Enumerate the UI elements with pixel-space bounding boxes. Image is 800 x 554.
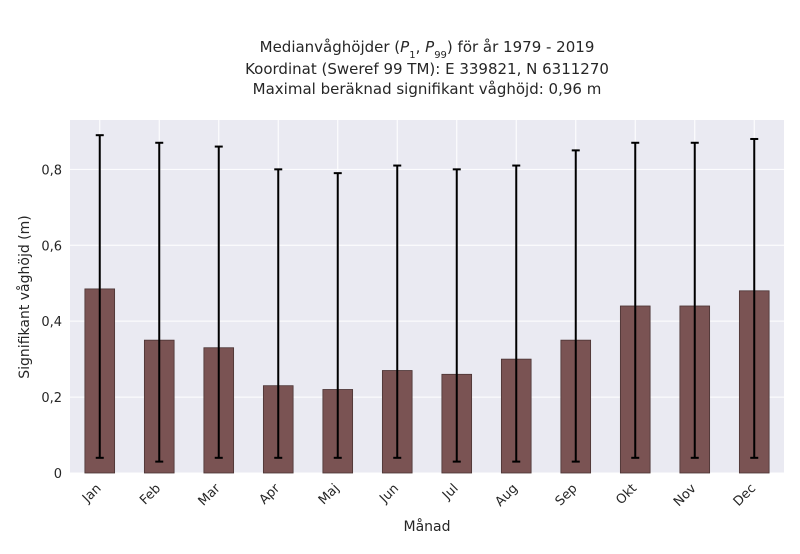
error-bar-nov: [690, 141, 699, 459]
error-bar-feb: [155, 141, 164, 463]
x-tick-label-mar: Mar: [196, 481, 224, 509]
x-tick-label-jan: Jan: [79, 481, 104, 506]
y-tick-label: 0,8: [41, 163, 62, 178]
error-bars: [95, 134, 759, 463]
plot-area: [70, 120, 784, 473]
x-tick-label-aug: Aug: [493, 481, 522, 510]
error-bar-aug: [512, 164, 521, 463]
error-bar-maj: [333, 172, 342, 459]
x-tick-label-jun: Jun: [376, 481, 402, 507]
x-tick-label-dec: Dec: [731, 481, 759, 509]
x-tick-label-sep: Sep: [553, 481, 581, 509]
error-bar-mar: [214, 145, 223, 459]
chart-title-line-1: Medianvåghöjder (P1, P99) för år 1979 - …: [260, 38, 595, 61]
y-tick-label: 0,6: [41, 239, 62, 254]
error-bar-jan: [95, 134, 104, 459]
error-bar-jun: [393, 164, 402, 459]
x-tick-label-feb: Feb: [137, 481, 164, 508]
chart-title-line-2: Koordinat (Sweref 99 TM): E 339821, N 63…: [245, 60, 609, 78]
error-bar-dec: [750, 137, 759, 459]
x-tick-label-apr: Apr: [257, 481, 284, 508]
y-tick-label: 0: [54, 467, 62, 482]
y-tick-label: 0,4: [41, 315, 62, 330]
error-bar-sep: [571, 149, 580, 463]
y-tick-label: 0,2: [41, 391, 62, 406]
x-axis-label: Månad: [404, 518, 451, 535]
y-axis-ticks: 0 0,2 0,4 0,6 0,8: [41, 163, 62, 482]
error-bar-jul: [452, 168, 461, 463]
x-tick-label-maj: Maj: [316, 481, 343, 508]
chart-title-line-3: Maximal beräknad signifikant våghöjd: 0,…: [253, 80, 602, 98]
x-tick-label-okt: Okt: [613, 481, 640, 508]
error-bar-apr: [274, 168, 283, 459]
chart-title: Medianvåghöjder (P1, P99) för år 1979 - …: [245, 38, 609, 98]
y-axis-label: Signifikant våghöjd (m): [16, 215, 33, 378]
error-bar-okt: [631, 141, 640, 459]
x-tick-label-nov: Nov: [671, 481, 700, 510]
x-tick-label-jul: Jul: [439, 481, 461, 503]
x-axis-ticks: Jan Feb Mar Apr Maj Jun Jul Aug Sep Okt Nov Dec: [79, 481, 759, 510]
